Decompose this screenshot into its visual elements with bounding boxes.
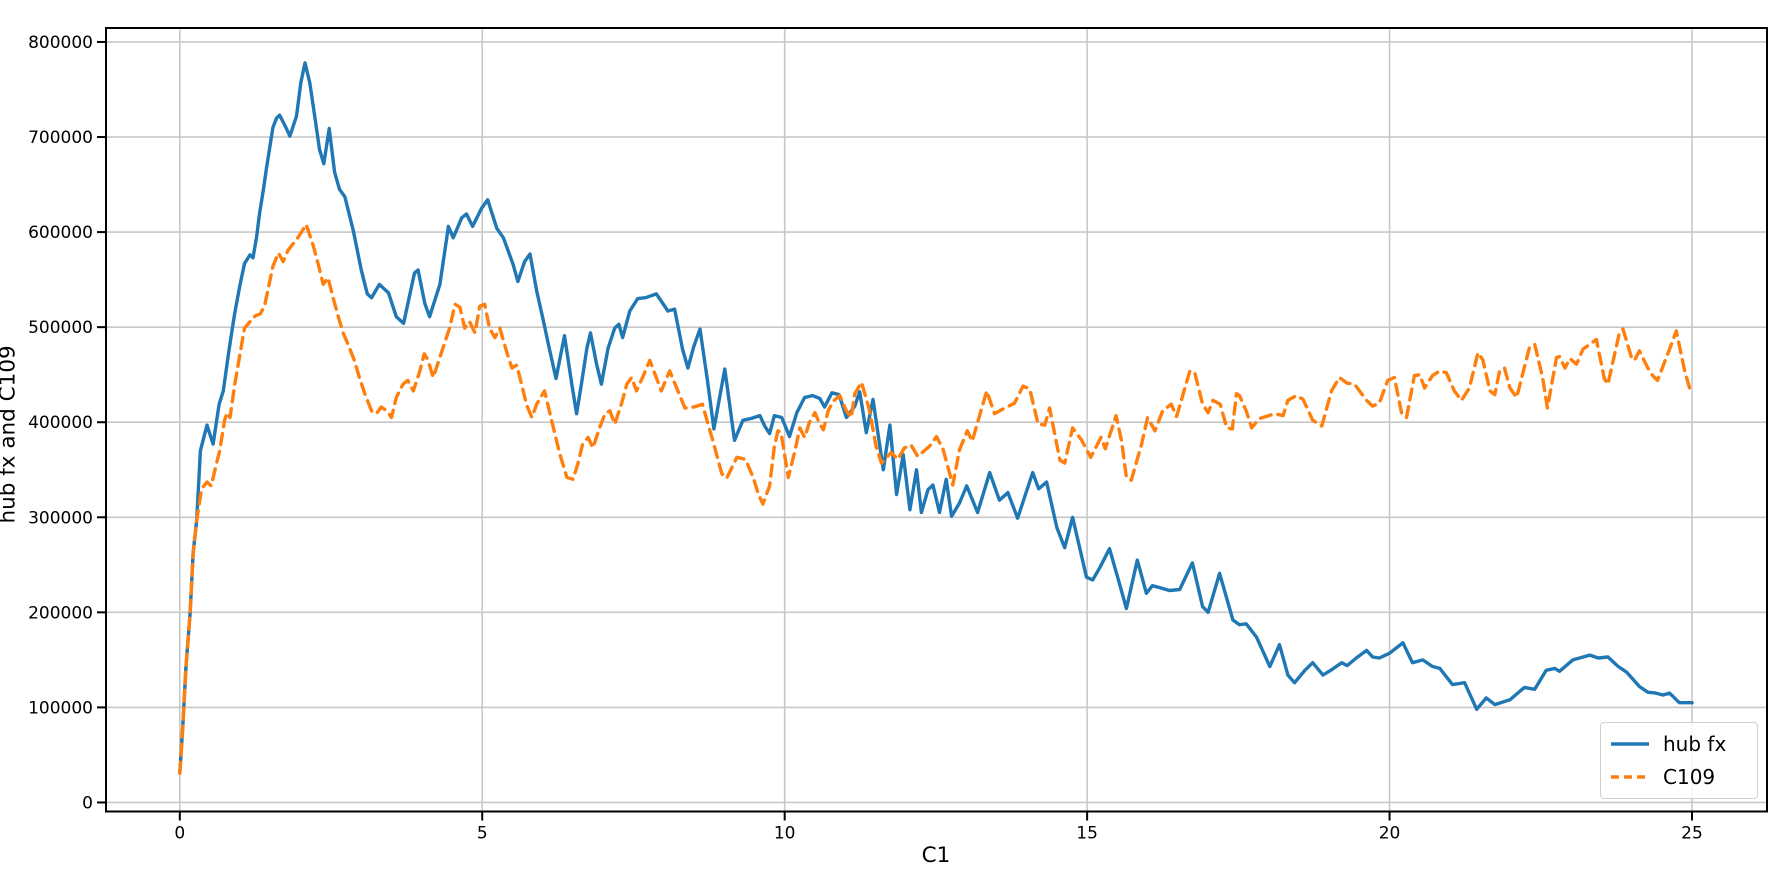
y-axis-label: hub fx and C109 — [0, 345, 21, 524]
y-tick-label: 600000 — [28, 223, 93, 243]
legend-line-sample-hub-fx — [1611, 742, 1649, 746]
x-tick-label: 0 — [174, 824, 185, 844]
y-tick-label: 200000 — [28, 603, 93, 623]
x-tick-label: 25 — [1681, 824, 1703, 844]
x-tick-label: 20 — [1379, 824, 1401, 844]
x-axis-label: C1 — [921, 843, 951, 868]
legend-item-hub-fx: hub fx — [1609, 732, 1749, 756]
x-tick-label: 10 — [774, 824, 796, 844]
y-tick-label: 300000 — [28, 508, 93, 528]
x-tick-label: 15 — [1076, 824, 1098, 844]
x-tick-label: 5 — [477, 824, 488, 844]
legend-line-sample-C109 — [1611, 775, 1649, 779]
plot-border — [105, 27, 1768, 813]
legend-label: hub fx — [1663, 732, 1727, 757]
legend: hub fx C109 — [1600, 722, 1758, 799]
legend-item-C109: C109 — [1609, 765, 1749, 789]
y-tick-label: 500000 — [28, 318, 93, 338]
y-tick-label: 0 — [82, 793, 93, 813]
legend-label: C109 — [1663, 764, 1716, 789]
y-tick-label: 400000 — [28, 413, 93, 433]
series-C109 — [178, 222, 1694, 775]
y-tick-label: 700000 — [28, 128, 93, 148]
y-tick-label: 100000 — [28, 698, 93, 718]
series-hub-fx — [178, 61, 1694, 775]
y-tick-label: 800000 — [28, 33, 93, 53]
